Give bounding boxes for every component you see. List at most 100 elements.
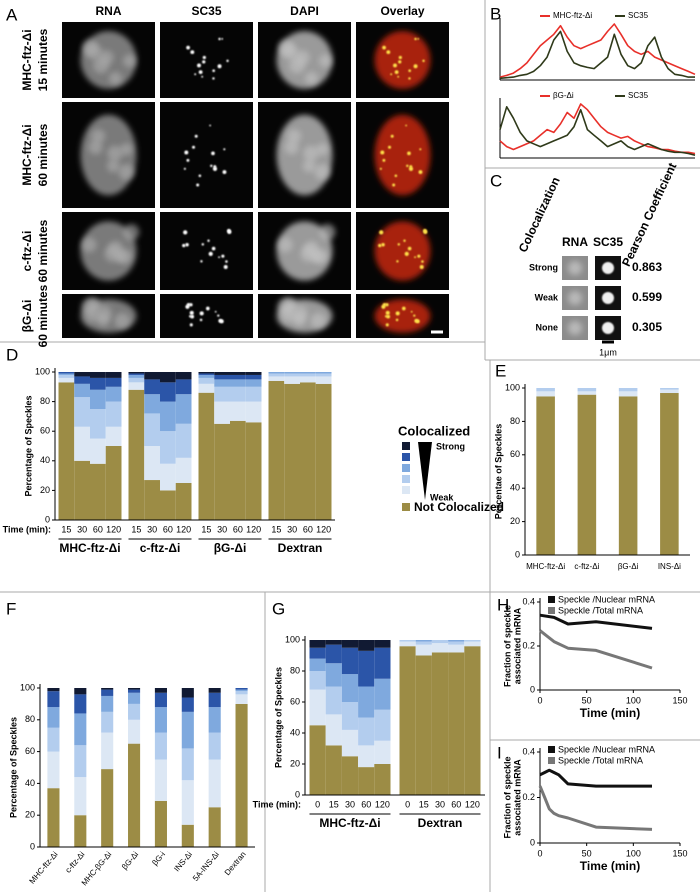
bar-segment bbox=[415, 640, 432, 642]
bar-segment bbox=[374, 647, 391, 679]
bar-segment bbox=[105, 386, 122, 402]
panel-label: G bbox=[272, 599, 285, 618]
panel-label: E bbox=[495, 361, 506, 380]
series-line bbox=[499, 106, 696, 156]
bar-segment bbox=[101, 695, 114, 712]
y-tick-label: 20 bbox=[40, 485, 50, 495]
x-tick-label: 15 bbox=[271, 524, 281, 534]
bar-segment bbox=[284, 383, 300, 520]
micrograph bbox=[62, 22, 155, 98]
column-header: Overlay bbox=[380, 4, 424, 18]
bar-segment bbox=[325, 714, 342, 746]
speckle bbox=[385, 303, 389, 307]
bar-segment bbox=[374, 678, 391, 710]
texture bbox=[287, 129, 302, 144]
bar-segment bbox=[175, 394, 192, 424]
bar-segment bbox=[448, 640, 465, 642]
speckle bbox=[382, 303, 387, 307]
speckle bbox=[385, 310, 390, 315]
bar-segment bbox=[58, 382, 75, 520]
bar-segment bbox=[325, 745, 342, 795]
speckle bbox=[223, 148, 226, 151]
speckle bbox=[406, 164, 409, 168]
bar-segment bbox=[74, 688, 87, 695]
bar-segment bbox=[74, 426, 90, 461]
speckle bbox=[183, 167, 186, 170]
bar-segment bbox=[198, 372, 215, 374]
speckle bbox=[386, 314, 391, 319]
x-tick-label: 30 bbox=[217, 524, 227, 534]
bar-segment bbox=[90, 377, 106, 390]
texture bbox=[106, 159, 120, 173]
speckle bbox=[382, 45, 386, 50]
y-tick-label: 0 bbox=[295, 789, 300, 799]
bar-segment bbox=[105, 401, 122, 427]
speckle bbox=[190, 50, 195, 55]
speckle bbox=[192, 145, 196, 149]
speckle bbox=[194, 134, 198, 138]
bar-segment bbox=[181, 824, 194, 847]
row-label: None bbox=[536, 322, 559, 332]
bar-segment bbox=[105, 426, 122, 446]
bar-segment bbox=[214, 401, 230, 424]
speckle bbox=[422, 59, 425, 63]
bar-segment bbox=[325, 663, 342, 687]
texture bbox=[123, 224, 140, 241]
speckle bbox=[211, 151, 215, 156]
pearson-value: 0.305 bbox=[632, 320, 662, 334]
speckle bbox=[217, 314, 220, 317]
legend-wedge bbox=[418, 442, 432, 500]
x-axis-label: Time (min): bbox=[253, 799, 301, 809]
speckle bbox=[223, 265, 228, 270]
y-tick-label: 20 bbox=[25, 810, 35, 820]
texture bbox=[91, 129, 106, 144]
y-tick-label: 80 bbox=[40, 396, 50, 406]
bar-segment bbox=[325, 686, 342, 715]
micrograph bbox=[356, 102, 449, 208]
speckle bbox=[222, 170, 227, 174]
bar-segment bbox=[175, 457, 192, 483]
speckle bbox=[184, 150, 189, 155]
bar-segment bbox=[431, 640, 449, 644]
x-tick-label: 120 bbox=[246, 524, 261, 534]
bar-segment bbox=[105, 372, 122, 378]
bar-segment bbox=[577, 394, 597, 555]
speckle bbox=[408, 77, 411, 80]
speckle bbox=[382, 158, 386, 162]
texture bbox=[284, 140, 299, 155]
bar-segment bbox=[154, 732, 167, 760]
texture bbox=[99, 50, 114, 65]
speckle bbox=[226, 228, 231, 233]
speckle bbox=[201, 75, 204, 78]
bar-segment bbox=[208, 692, 221, 708]
y-tick-label: 0 bbox=[515, 549, 520, 559]
bar-segment bbox=[175, 483, 192, 520]
speckle bbox=[196, 183, 200, 187]
speckle bbox=[394, 174, 398, 178]
micrograph bbox=[258, 22, 351, 98]
bar-segment bbox=[245, 372, 262, 375]
y-tick-label: 40 bbox=[510, 483, 520, 493]
texture bbox=[123, 54, 136, 68]
micrograph bbox=[160, 102, 253, 208]
x-tick-label: 0 bbox=[537, 848, 542, 858]
row-time: 60 minutes bbox=[36, 284, 50, 347]
bar-segment bbox=[128, 372, 145, 374]
x-tick-label: 120 bbox=[375, 799, 390, 809]
x-tick-label: 30 bbox=[345, 799, 355, 809]
bar-segment bbox=[90, 463, 106, 520]
y-tick-label: 60 bbox=[25, 746, 35, 756]
speckle bbox=[392, 183, 396, 187]
texture bbox=[281, 297, 297, 312]
bar-segment bbox=[399, 641, 416, 647]
panel-label: I bbox=[497, 743, 502, 762]
bar-segment bbox=[74, 713, 87, 746]
bar-segment bbox=[144, 480, 160, 520]
x-tick-label: 60 bbox=[93, 524, 103, 534]
bar-segment bbox=[154, 759, 167, 801]
bar-segment bbox=[309, 725, 326, 795]
speckle bbox=[380, 150, 385, 155]
bar-segment bbox=[268, 373, 285, 377]
column-header: DAPI bbox=[290, 4, 319, 18]
speckle bbox=[390, 134, 394, 138]
